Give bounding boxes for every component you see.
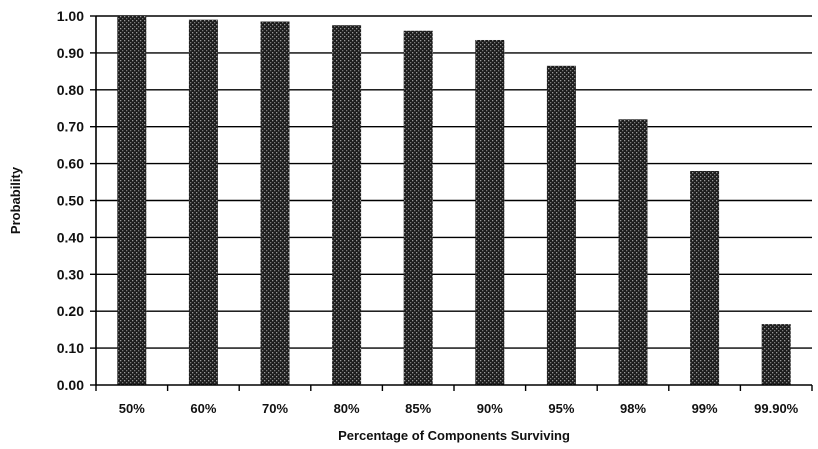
bar	[475, 39, 505, 386]
y-tick-label: 0.40	[57, 229, 84, 245]
axes	[90, 15, 813, 391]
bar	[761, 324, 791, 385]
x-tick-label: 85%	[405, 401, 431, 416]
bar	[618, 119, 648, 385]
y-tick-label: 0.30	[57, 266, 84, 282]
y-tick-label: 0.20	[57, 303, 84, 319]
bar	[260, 21, 290, 385]
x-tick-label: 95%	[548, 401, 574, 416]
y-axis-title: Probability	[8, 166, 23, 234]
y-tick-label: 0.00	[57, 377, 84, 393]
x-tick-label: 70%	[262, 401, 288, 416]
x-tick-label: 99%	[692, 401, 718, 416]
bar	[403, 30, 433, 385]
x-tick-label: 60%	[190, 401, 216, 416]
y-tick-label: 0.70	[57, 119, 84, 135]
y-tick-label: 0.60	[57, 156, 84, 172]
bar	[117, 16, 147, 385]
y-tick-label: 0.10	[57, 340, 84, 356]
bar	[690, 170, 720, 385]
y-tick-label: 0.50	[57, 193, 84, 209]
bars	[117, 16, 791, 386]
x-tick-label: 99.90%	[754, 401, 799, 416]
y-tick-label: 0.80	[57, 82, 84, 98]
x-tick-label: 80%	[334, 401, 360, 416]
bar	[546, 65, 576, 385]
y-tick-labels: 0.00 0.10 0.20 0.30 0.40 0.50 0.60 0.70 0.80 0.90…	[57, 8, 84, 393]
x-tick-labels: 50% 60% 70% 80% 85% 90% 95% 98% 99% 99.90%	[119, 401, 799, 416]
bar	[188, 19, 218, 385]
y-tick-label: 0.90	[57, 45, 84, 61]
x-tick-label: 90%	[477, 401, 503, 416]
x-axis-title: Percentage of Components Surviving	[338, 428, 570, 443]
bar	[332, 25, 362, 385]
x-tick-label: 50%	[119, 401, 145, 416]
y-tick-label: 1.00	[57, 8, 84, 24]
x-tick-label: 98%	[620, 401, 646, 416]
